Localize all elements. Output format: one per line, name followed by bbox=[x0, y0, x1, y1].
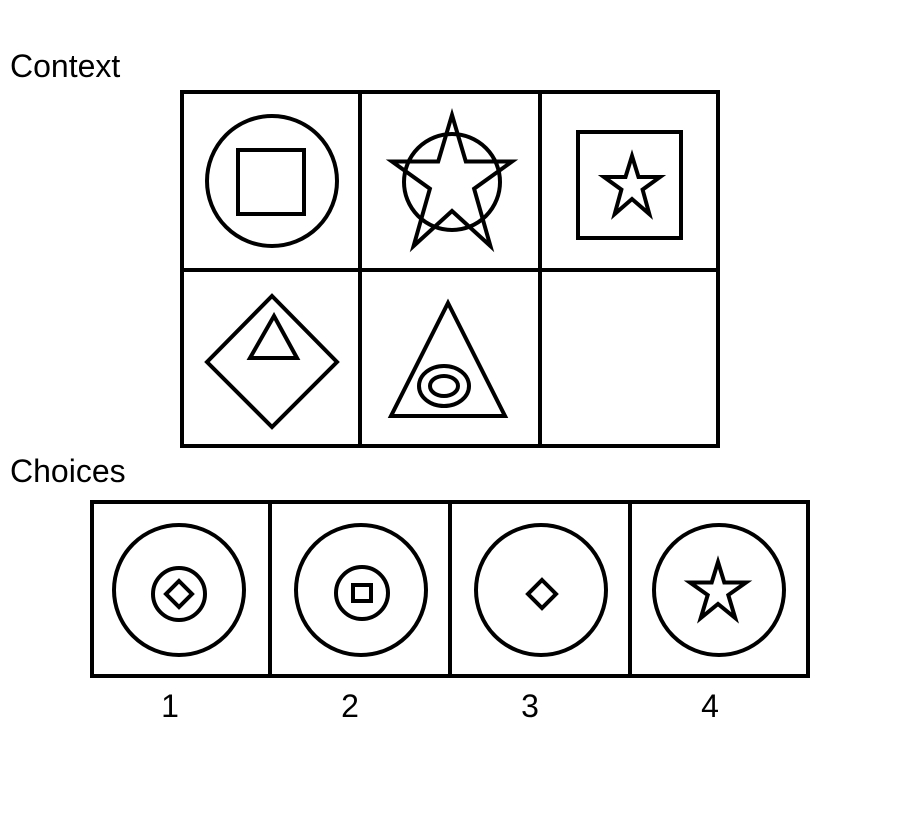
context-heading: Context bbox=[10, 48, 121, 84]
choices-heading: Choices bbox=[10, 453, 126, 489]
choice-label-3: 3 bbox=[521, 688, 539, 724]
context-cell-3 bbox=[576, 130, 683, 240]
choice-2[interactable] bbox=[294, 523, 428, 657]
context-cell-5 bbox=[387, 298, 509, 418]
choice-label-1: 1 bbox=[161, 688, 179, 724]
context-cell-1 bbox=[205, 114, 339, 248]
star-icon bbox=[597, 149, 667, 220]
choice-1[interactable] bbox=[112, 523, 246, 657]
star-icon bbox=[683, 555, 753, 624]
circle-icon bbox=[205, 114, 339, 248]
triangle-icon bbox=[246, 311, 301, 360]
diamond-icon bbox=[525, 577, 559, 611]
large-star-icon bbox=[385, 107, 519, 253]
choice-label-2: 2 bbox=[341, 688, 359, 724]
circle-icon bbox=[112, 523, 246, 657]
square-icon bbox=[576, 130, 683, 240]
diamond-icon bbox=[204, 293, 340, 430]
circle-with-diamond-icon bbox=[151, 566, 207, 622]
empty-answer-cell bbox=[544, 274, 716, 444]
context-cell-2 bbox=[385, 107, 519, 253]
context-grid bbox=[180, 90, 720, 448]
double-ellipse-icon bbox=[417, 364, 471, 408]
triangle-icon bbox=[387, 298, 509, 418]
circle-icon bbox=[402, 132, 502, 232]
choices-grid bbox=[90, 500, 810, 678]
choice-3[interactable] bbox=[474, 523, 608, 657]
choice-4[interactable] bbox=[652, 523, 786, 657]
circle-with-square-icon bbox=[334, 565, 390, 621]
square-icon bbox=[236, 148, 306, 216]
context-cell-4 bbox=[204, 293, 340, 430]
circle-icon bbox=[474, 523, 608, 657]
circle-icon bbox=[294, 523, 428, 657]
choice-label-4: 4 bbox=[701, 688, 719, 724]
circle-icon bbox=[652, 523, 786, 657]
